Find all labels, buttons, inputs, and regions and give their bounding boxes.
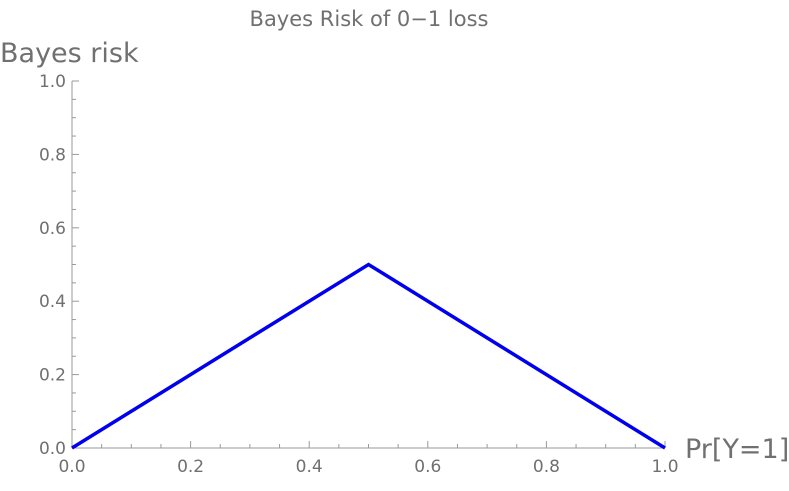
x-tick-label: 0.6 — [414, 457, 441, 477]
x-tick-label: 1.0 — [651, 457, 678, 477]
x-tick-label: 0.8 — [533, 457, 560, 477]
y-tick-label: 0.2 — [39, 366, 66, 386]
x-tick-label: 0.2 — [177, 457, 204, 477]
series-line-0 — [71, 262, 666, 450]
x-tick-label: 0.0 — [58, 457, 85, 477]
axes: 0.0 0.2 0.4 0.6 0.8 1.0 0.0 0.2 0.4 0.6 0.8 1.0 — [39, 72, 679, 477]
x-axis-label: Pr[Y=1] — [685, 434, 789, 465]
x-tick-label: 0.4 — [296, 457, 323, 477]
y-tick-label: 0.4 — [39, 292, 66, 312]
y-tick-label: 0.8 — [39, 145, 66, 165]
series-layer — [71, 262, 666, 450]
y-tick-label: 1.0 — [39, 72, 66, 92]
chart-title: Bayes Risk of 0−1 loss — [250, 7, 489, 31]
y-tick-label: 0.6 — [39, 219, 66, 239]
y-axis-label: Bayes risk — [0, 38, 139, 69]
y-tick-label: 0.0 — [39, 439, 66, 459]
